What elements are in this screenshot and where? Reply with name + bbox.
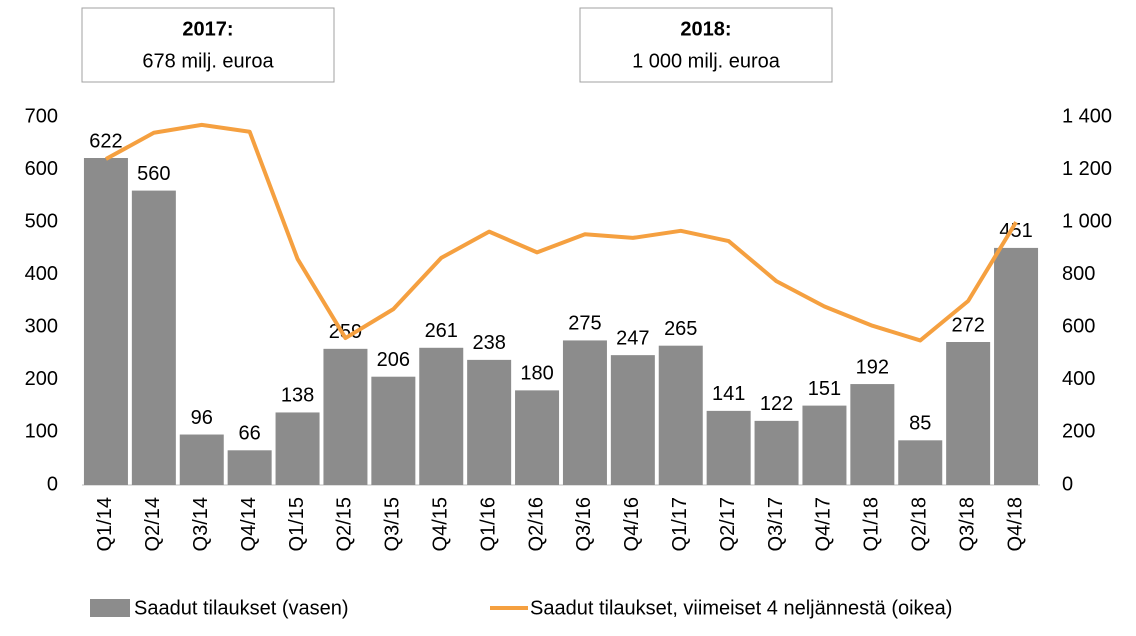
bar	[610, 355, 655, 485]
data-label: 138	[281, 385, 314, 407]
x-tick-label: Q2/14	[142, 497, 164, 551]
x-tick-label: Q3/14	[190, 497, 212, 551]
bar	[179, 434, 224, 485]
y-tick-label: 0	[47, 473, 58, 495]
x-tick-label: Q3/18	[956, 497, 978, 551]
legend-label: Saadut tilaukset, viimeiset 4 neljännest…	[530, 597, 952, 619]
x-tick-label: Q3/15	[382, 497, 404, 551]
x-tick-label: Q1/17	[669, 497, 691, 551]
data-label: 560	[137, 163, 170, 185]
data-label: 85	[909, 413, 931, 435]
x-tick-label: Q4/14	[238, 497, 260, 551]
y-tick-label: 100	[25, 421, 58, 443]
annotation-box	[81, 7, 335, 83]
annotation-box	[579, 7, 833, 83]
bar	[946, 342, 991, 485]
x-tick-label: Q1/16	[477, 497, 499, 551]
data-label: 192	[856, 356, 889, 378]
bar	[227, 450, 272, 485]
data-label: 238	[472, 332, 505, 354]
legend-swatch	[90, 599, 130, 617]
y-tick-label: 700	[25, 105, 58, 127]
x-tick-label: Q2/16	[525, 497, 547, 551]
data-label: 272	[951, 314, 984, 336]
data-label: 206	[377, 349, 410, 371]
y2-tick-label: 0	[1062, 473, 1073, 495]
data-label: 122	[760, 393, 793, 415]
data-label: 247	[616, 327, 649, 349]
y2-tick-label: 600	[1062, 316, 1095, 338]
y-tick-label: 400	[25, 263, 58, 285]
y-tick-label: 300	[25, 316, 58, 338]
bar	[467, 359, 512, 485]
data-label: 151	[808, 378, 841, 400]
data-label: 622	[89, 130, 122, 152]
x-tick-label: Q4/18	[1004, 497, 1026, 551]
annotation-text: 678 milj. euroa	[142, 50, 274, 72]
bar	[419, 347, 464, 485]
x-tick-label: Q4/15	[430, 497, 452, 551]
bar	[754, 420, 799, 485]
x-tick-label: Q1/18	[861, 497, 883, 551]
bar	[323, 348, 368, 485]
bar	[275, 412, 320, 485]
y2-tick-label: 200	[1062, 421, 1095, 443]
x-tick-label: Q1/15	[286, 497, 308, 551]
bar	[562, 340, 607, 485]
annotation-text: 1 000 milj. euroa	[632, 50, 781, 72]
x-tick-label: Q2/17	[717, 497, 739, 551]
y2-tick-label: 400	[1062, 368, 1095, 390]
legend-label: Saadut tilaukset (vasen)	[134, 597, 349, 619]
data-label: 180	[520, 363, 553, 385]
bar	[515, 390, 560, 485]
y2-tick-label: 1 200	[1062, 158, 1112, 180]
x-tick-label: Q4/16	[621, 497, 643, 551]
data-label: 96	[191, 407, 213, 429]
bar	[371, 376, 416, 485]
y2-tick-label: 800	[1062, 263, 1095, 285]
bar	[706, 410, 751, 485]
data-label: 265	[664, 318, 697, 340]
bar	[83, 158, 128, 485]
x-tick-label: Q3/16	[573, 497, 595, 551]
y2-tick-label: 1 000	[1062, 210, 1112, 232]
annotation-title: 2018:	[680, 18, 731, 40]
bar	[658, 345, 703, 485]
data-label: 275	[568, 313, 601, 335]
bar	[131, 190, 176, 485]
x-tick-label: Q2/18	[909, 497, 931, 551]
bar	[802, 405, 847, 485]
x-tick-label: Q2/15	[334, 497, 356, 551]
bar	[994, 247, 1039, 485]
annotation-title: 2017:	[182, 18, 233, 40]
data-label: 141	[712, 383, 745, 405]
y2-tick-label: 1 400	[1062, 105, 1112, 127]
x-tick-label: Q1/14	[94, 497, 116, 551]
y-tick-label: 500	[25, 210, 58, 232]
bar	[850, 384, 895, 485]
data-label: 261	[425, 320, 458, 342]
line	[104, 122, 1018, 343]
x-tick-label: Q3/17	[765, 497, 787, 551]
x-tick-label: Q4/17	[813, 497, 835, 551]
y-tick-label: 200	[25, 368, 58, 390]
bar	[898, 440, 943, 485]
y-tick-label: 600	[25, 158, 58, 180]
data-label: 66	[239, 423, 261, 445]
